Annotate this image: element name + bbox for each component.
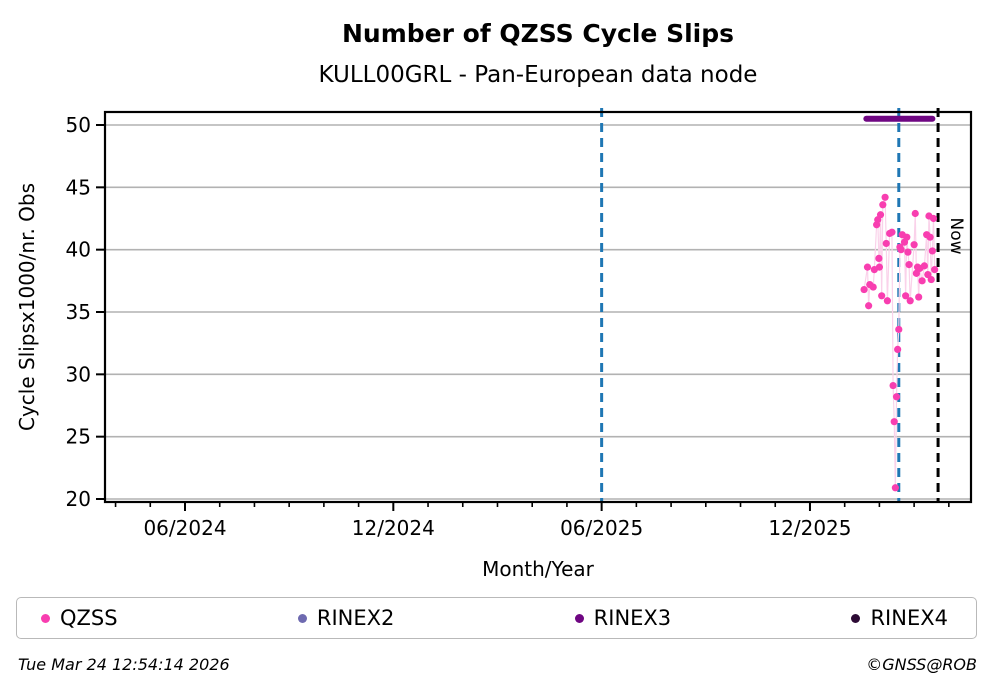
- x-axis-label: Month/Year: [482, 557, 595, 581]
- y-tick-label: 25: [66, 425, 91, 449]
- x-tick-label: 06/2024: [143, 516, 226, 540]
- data-point: [895, 325, 903, 334]
- data-point: [879, 201, 887, 209]
- data-point: [920, 262, 928, 270]
- data-point: [875, 263, 884, 271]
- data-point: [892, 393, 901, 401]
- x-tick-label: 06/2025: [560, 516, 643, 540]
- copyright-credit: ©GNSS@ROB: [866, 655, 977, 674]
- legend-label-qzss: QZSS: [60, 606, 118, 630]
- data-point: [903, 233, 911, 241]
- data-point: [902, 292, 910, 300]
- rinex3-marker-icon: [574, 613, 584, 623]
- legend: QZSS RINEX2 RINEX3 RINEX4: [16, 597, 977, 639]
- data-point: [927, 275, 935, 284]
- data-point: [865, 302, 873, 310]
- chart-title: Number of QZSS Cycle Slips: [342, 19, 734, 48]
- data-point: [915, 293, 923, 301]
- data-point: [926, 233, 934, 241]
- data-point: [875, 254, 883, 262]
- legend-item-rinex2: RINEX2: [297, 606, 395, 630]
- x-tick-label: 12/2025: [768, 516, 851, 540]
- data-point: [863, 263, 872, 271]
- data-point: [894, 345, 902, 353]
- legend-item-rinex3: RINEX3: [574, 606, 672, 630]
- data-point: [905, 261, 913, 269]
- data-point: [881, 193, 889, 201]
- data-point: [897, 246, 905, 254]
- chart-canvas: Number of QZSS Cycle Slips KULL00GRL - P…: [15, 19, 973, 581]
- y-tick-label: 50: [66, 113, 91, 137]
- data-point: [876, 211, 885, 219]
- legend-item-qzss: QZSS: [41, 606, 118, 630]
- data-point: [882, 239, 890, 248]
- rinex2-marker-icon: [297, 613, 307, 623]
- data-point: [883, 297, 891, 305]
- y-tick-label: 20: [66, 487, 91, 511]
- now-label: Now: [946, 217, 966, 254]
- data-point: [906, 297, 914, 305]
- data-point: [878, 292, 886, 300]
- chart-subtitle: KULL00GRL - Pan-European data node: [319, 62, 758, 88]
- data-point: [889, 381, 897, 390]
- data-point: [931, 266, 939, 274]
- y-tick-label: 45: [66, 175, 91, 199]
- legend-item-rinex4: RINEX4: [851, 606, 948, 630]
- x-tick-label: 12/2024: [352, 516, 435, 540]
- qzss-marker-icon: [41, 613, 50, 623]
- y-tick-label: 30: [66, 362, 91, 386]
- data-point: [929, 214, 938, 223]
- data-point: [891, 484, 899, 492]
- y-tick-label: 40: [66, 238, 91, 262]
- y-axis-label: Cycle Slipsx1000/nr. Obs: [15, 183, 39, 431]
- legend-label-rinex4: RINEX4: [870, 606, 948, 630]
- data-point: [890, 418, 898, 426]
- plot-timestamp: Tue Mar 24 12:54:14 2026: [18, 655, 230, 674]
- data-point: [918, 277, 926, 285]
- data-point: [928, 247, 936, 255]
- legend-label-rinex3: RINEX3: [593, 606, 672, 630]
- legend-label-rinex2: RINEX2: [316, 606, 395, 630]
- plot-area: 20 25 30 35 40 45 50 06/2024 12/2024 06/2025 12/20…: [66, 108, 973, 540]
- data-point: [911, 209, 919, 218]
- data-point: [869, 283, 877, 291]
- rinex4-marker-icon: [851, 613, 861, 623]
- data-point: [910, 241, 918, 249]
- plot-frame: [103, 110, 973, 504]
- y-tick-label: 35: [66, 300, 91, 324]
- data-point: [888, 228, 896, 236]
- data-point: [860, 285, 868, 294]
- data-point: [904, 248, 912, 256]
